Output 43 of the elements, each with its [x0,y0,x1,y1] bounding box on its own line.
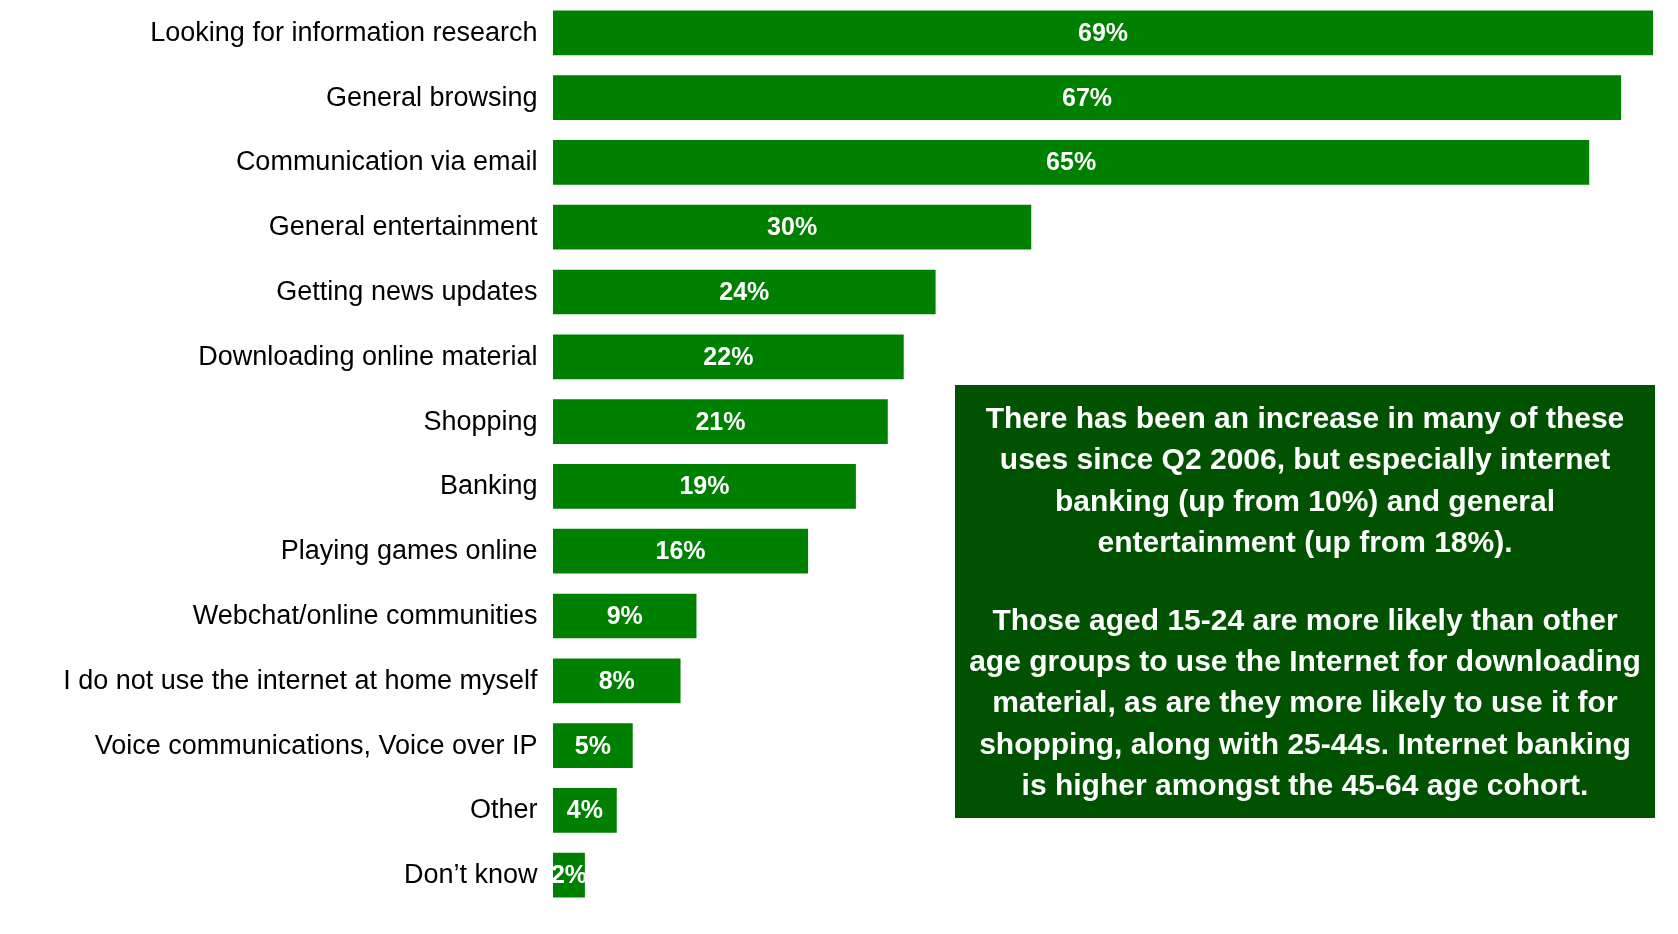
bar [553,75,1622,120]
data-label: 67% [1062,82,1113,111]
bar [553,399,888,444]
data-label: 22% [703,341,754,370]
bar [553,10,1653,56]
bar [553,723,633,768]
data-label: 30% [767,212,818,241]
data-label: 8% [598,665,635,694]
annotation: Those aged 15-24 are more likely than other age groups to use the Internet for downloading material, as are they more likely to use it for shopping, along with 25-44s. Internet banking is higher amongst the 45-64 age cohort. [969,601,1641,804]
data-label: 21% [695,406,746,435]
data-label: 16% [655,536,706,565]
y-tick-label: Voice communications, Voice over IP [94,729,538,760]
data-label: 65% [1046,147,1097,176]
y-tick-label: Looking for information research [150,16,538,47]
data-label: 5% [574,730,611,759]
bar [553,204,1032,250]
y-tick-label: Don’t know [403,859,538,890]
bar [553,593,697,639]
annotation: There has been an increase in many of these uses since Q2 2006, but especially internet banking (up from 10%) and general entertainment (up from 18%). [984,400,1626,561]
bar [553,269,936,315]
data-label: 69% [1077,17,1129,46]
y-tick-label: Banking [439,470,538,501]
y-tick-label: Other [469,794,538,825]
bar [553,140,1590,185]
text-panel: There has been an increase in many of these uses since Q2 2006, but especially internet banking (up from 10%) and general entertainment (up from 18%). Those aged 15-24 are more likely than other age groups to use the Internet for downloading material, as are they more likely to use it for shopping, along with 25-44s. Internet banking is higher amongst the 45-64 age cohort. [955,385,1655,818]
data-label: 19% [679,471,730,500]
bar [553,464,856,509]
data-label: 24% [719,277,770,306]
bar [553,334,904,380]
y-tick-label: Webchat/online communities [192,599,538,630]
y-tick-label: General entertainment [268,211,538,242]
data-label: 2% [550,860,588,889]
bar [553,528,809,574]
data-label: 9% [606,600,643,629]
y-tick-label: Shopping [423,405,538,436]
y-tick-label: Communication via email [235,146,538,177]
y-tick-label: Getting news updates [276,276,538,307]
y-tick-label: Downloading online material [198,340,538,371]
bar [553,658,681,704]
y-tick-label: Playing games online [280,535,538,566]
y-tick-label: I do not use the internet at home myself [63,664,538,695]
y-tick-label: General browsing [325,81,538,112]
data-label: 4% [566,795,603,824]
